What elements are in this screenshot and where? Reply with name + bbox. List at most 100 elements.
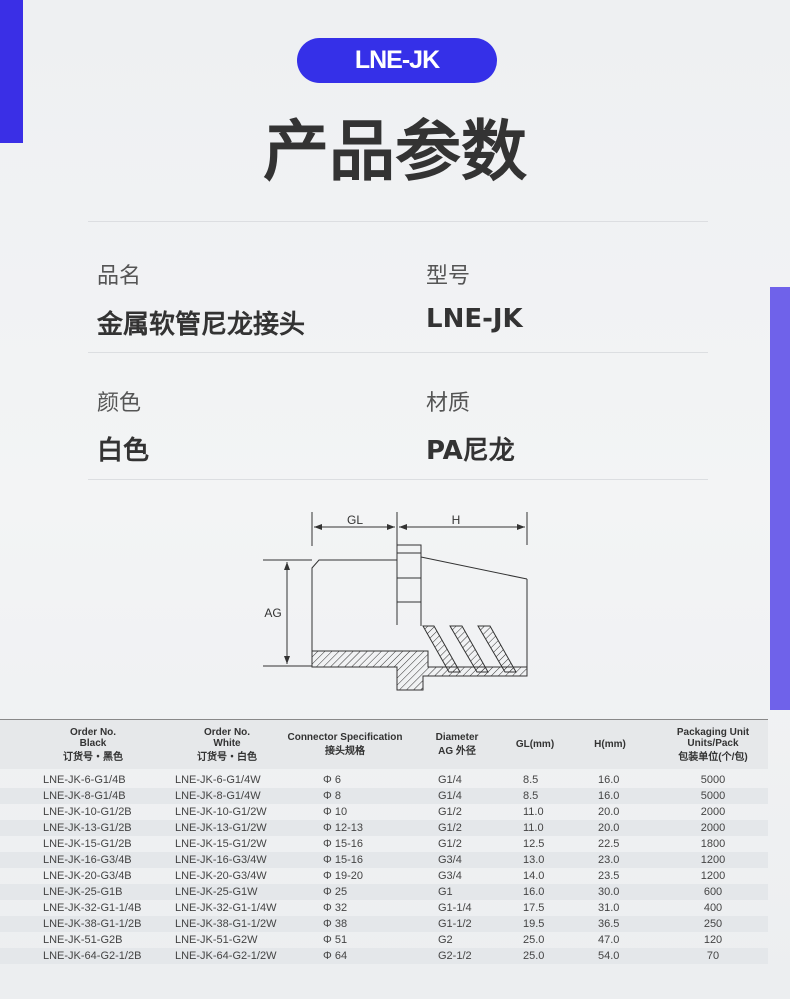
cell-order-black: LNE-JK-16-G3/4B <box>43 854 132 866</box>
cell-packaging: 2000 <box>700 822 726 834</box>
cell-order-white: LNE-JK-10-G1/2W <box>175 806 267 818</box>
header-text: AG 外径 <box>438 746 476 757</box>
cell-gl: 13.0 <box>523 854 545 866</box>
header-diameter: Diameter AG 外径 <box>436 720 479 769</box>
cell-order-white: LNE-JK-64-G2-1/2W <box>175 950 277 962</box>
cell-connector-spec: Φ 6 <box>323 774 341 786</box>
cell-packaging: 2000 <box>700 806 726 818</box>
cell-packaging: 1200 <box>700 854 726 866</box>
gl-label: GL <box>347 513 363 527</box>
spec-table: Order No. Black 订货号・黑色 Order No. White 订货号・白色… <box>0 719 768 964</box>
cell-order-black: LNE-JK-13-G1/2B <box>43 822 132 834</box>
cell-packaging: 400 <box>703 902 723 914</box>
spec-label-model: 型号 <box>426 264 471 289</box>
cell-diameter: G1/2 <box>438 822 462 834</box>
cell-order-white: LNE-JK-8-G1/4W <box>175 790 261 802</box>
cell-order-black: LNE-JK-15-G1/2B <box>43 838 132 850</box>
cell-gl: 11.0 <box>523 806 544 818</box>
cell-diameter: G3/4 <box>438 854 462 866</box>
header-text: Connector Specification <box>287 732 403 743</box>
header-text: Packaging Unit <box>676 726 750 738</box>
cell-order-white: LNE-JK-16-G3/4W <box>175 854 267 866</box>
table-row: LNE-JK-64-G2-1/2B LNE-JK-64-G2-1/2W Φ 64 G2… <box>0 948 768 964</box>
cell-h: 16.0 <box>598 774 620 786</box>
cell-packaging: 70 <box>706 950 720 962</box>
cell-diameter: G1/2 <box>438 806 462 818</box>
header-text: Order No. <box>203 726 251 738</box>
cell-gl: 25.0 <box>523 950 545 962</box>
cell-diameter: G1-1/2 <box>438 918 472 930</box>
model-badge: LNE-JK <box>297 38 497 83</box>
cell-connector-spec: Φ 32 <box>323 902 348 914</box>
spec-label-material: 材质 <box>426 391 471 416</box>
header-text: 包装单位(个/包) <box>678 751 748 763</box>
page-title: 产品参数 <box>263 113 527 190</box>
table-row: LNE-JK-10-G1/2B LNE-JK-10-G1/2W Φ 10 G1/2 11… <box>0 804 768 820</box>
cell-gl: 19.5 <box>523 918 545 930</box>
spec-label-color: 颜色 <box>97 391 142 416</box>
table-row: LNE-JK-8-G1/4B LNE-JK-8-G1/4W Φ 8 G1/4 8.5 16… <box>0 788 768 804</box>
cell-h: 20.0 <box>598 806 620 818</box>
cell-diameter: G1-1/4 <box>438 902 472 914</box>
header-gl: GL(mm) <box>516 720 554 769</box>
cell-order-black: LNE-JK-25-G1B <box>43 886 123 898</box>
cell-order-white: LNE-JK-38-G1-1/2W <box>175 918 277 930</box>
cell-gl: 25.0 <box>523 934 545 946</box>
cell-diameter: G2-1/2 <box>438 950 472 962</box>
table-row: LNE-JK-15-G1/2B LNE-JK-15-G1/2W Φ 15-16 G1/… <box>0 836 768 852</box>
cell-h: 31.0 <box>598 902 620 914</box>
divider <box>88 221 708 222</box>
header-text: GL(mm) <box>515 739 555 750</box>
cell-h: 36.5 <box>598 918 620 930</box>
ag-label: AG <box>264 606 281 620</box>
table-row: LNE-JK-16-G3/4B LNE-JK-16-G3/4W Φ 15-16 G3/… <box>0 852 768 868</box>
cell-connector-spec: Φ 25 <box>323 886 348 898</box>
header-text: 订货号・白色 <box>197 751 257 763</box>
cell-order-black: LNE-JK-8-G1/4B <box>43 790 126 802</box>
header-text: Diameter <box>435 732 479 743</box>
cell-h: 20.0 <box>598 822 620 834</box>
header-text: H(mm) <box>594 739 626 750</box>
cell-gl: 17.5 <box>523 902 545 914</box>
cell-packaging: 600 <box>703 886 723 898</box>
header-order-white: Order No. White 订货号・白色 <box>197 720 257 769</box>
cell-connector-spec: Φ 12-13 <box>323 822 363 834</box>
cell-packaging: 1800 <box>700 838 726 850</box>
table-header: Order No. Black 订货号・黑色 Order No. White 订货号・白色… <box>0 720 768 769</box>
header-text: White <box>213 737 241 749</box>
cell-diameter: G1/4 <box>438 790 462 802</box>
left-accent-bar <box>0 0 23 143</box>
cell-order-black: LNE-JK-6-G1/4B <box>43 774 126 786</box>
header-text: 接头规格 <box>324 746 365 757</box>
cell-connector-spec: Φ 15-16 <box>323 838 363 850</box>
spec-value-name: 金属软管尼龙接头 <box>97 310 306 340</box>
cell-order-white: LNE-JK-13-G1/2W <box>175 822 267 834</box>
cell-diameter: G3/4 <box>438 870 462 882</box>
cell-order-white: LNE-JK-15-G1/2W <box>175 838 267 850</box>
header-packaging: Packaging Unit Units/Pack 包装单位(个/包) <box>677 720 749 769</box>
cell-connector-spec: Φ 64 <box>323 950 348 962</box>
cell-packaging: 250 <box>703 918 723 930</box>
cell-order-white: LNE-JK-25-G1W <box>175 886 258 898</box>
cell-diameter: G1 <box>438 886 453 898</box>
cell-h: 22.5 <box>598 838 620 850</box>
cell-packaging: 5000 <box>700 774 726 786</box>
table-row: LNE-JK-13-G1/2B LNE-JK-13-G1/2W Φ 12-13 G1/… <box>0 820 768 836</box>
table-row: LNE-JK-32-G1-1/4B LNE-JK-32-G1-1/4W Φ 32 G1… <box>0 900 768 916</box>
cell-gl: 8.5 <box>523 790 539 802</box>
cell-gl: 16.0 <box>523 886 545 898</box>
cell-diameter: G1/4 <box>438 774 462 786</box>
spec-value-model: LNE-JK <box>426 304 523 334</box>
table-row: LNE-JK-51-G2B LNE-JK-51-G2W Φ 51 G2 25.0 47.0… <box>0 932 768 948</box>
cell-connector-spec: Φ 51 <box>323 934 348 946</box>
cell-connector-spec: Φ 8 <box>323 790 341 802</box>
spec-label-name: 品名 <box>97 264 142 289</box>
header-text: 订货号・黑色 <box>63 751 123 763</box>
divider <box>88 352 708 353</box>
table-body: LNE-JK-6-G1/4B LNE-JK-6-G1/4W Φ 6 G1/4 8.5 16… <box>0 772 768 964</box>
cell-order-white: LNE-JK-32-G1-1/4W <box>175 902 277 914</box>
header-text: Order No. <box>69 726 117 738</box>
cell-packaging: 120 <box>703 934 723 946</box>
cell-order-black: LNE-JK-32-G1-1/4B <box>43 902 142 914</box>
spec-value-material: PA尼龙 <box>426 436 515 466</box>
